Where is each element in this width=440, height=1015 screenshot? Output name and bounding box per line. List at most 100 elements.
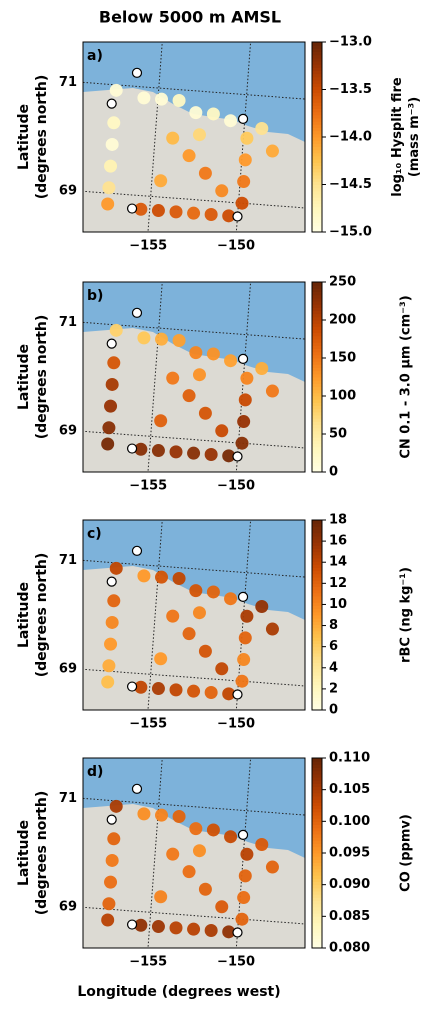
data-point [189,106,202,119]
data-point [106,616,119,629]
data-point [266,861,279,874]
data-point [255,362,268,375]
colorbar-tick-label: 0 [329,703,338,718]
colorbar-segment [312,536,322,540]
colorbar-segment [312,904,322,908]
data-point [183,865,196,878]
colorbar-segment [312,371,322,375]
colorbar-segment [312,764,322,768]
colorbar-segment [312,194,322,198]
data-point [102,181,115,194]
colorbar-tick-label: 16 [329,534,347,549]
data-point [207,107,220,120]
data-point [166,848,179,861]
colorbar-segment [312,863,322,867]
colorbar-segment [312,780,322,784]
colorbar-segment [312,850,322,854]
figure: Below 5000 m AMSL 6971−155−150a)Latitude… [0,0,440,1015]
colorbar-segment [312,894,322,898]
data-point [224,830,237,843]
colorbar-tick-label: 4 [329,660,338,675]
colorbar-segment [312,402,322,406]
data-point [224,354,237,367]
colorbar-segment [312,758,322,762]
y-tick-label: 71 [59,791,77,806]
colorbar-segment [312,593,322,597]
data-point [205,208,218,221]
colorbar-segment [312,213,322,217]
colorbar-segment [312,134,322,138]
data-point [155,809,168,822]
data-point [170,683,183,696]
data-point [110,800,123,813]
colorbar-segment [312,374,322,378]
panel: 6971−155−150c)Latitude(degrees north)024… [16,463,414,767]
colorbar-segment [312,307,322,311]
colorbar-segment [312,621,322,625]
colorbar-segment [312,115,322,119]
data-point [107,116,120,129]
data-point [107,832,120,845]
data-point [183,627,196,640]
data-point [137,91,150,104]
site-marker [132,784,141,793]
data-point [173,334,186,347]
colorbar-segment [312,52,322,56]
colorbar-segment [312,926,322,930]
colorbar-segment [312,83,322,87]
site-marker [107,577,116,586]
data-point [240,132,253,145]
colorbar-segment [312,942,322,946]
x-tick-label: −150 [217,717,255,732]
y-tick-label: 69 [59,661,77,676]
x-tick-label: −150 [217,955,255,970]
colorbar-segment [312,390,322,394]
colorbar-segment [312,615,322,619]
colorbar-segment [312,210,322,214]
colorbar-segment [312,825,322,829]
data-point [106,138,119,151]
colorbar-segment [312,650,322,654]
data-point [205,924,218,937]
y-axis-label: (degrees north) [34,553,50,678]
map [43,0,343,290]
colorbar-segment [312,774,322,778]
colorbar-segment [312,67,322,71]
colorbar-segment [312,45,322,49]
colorbar-label: (mass m⁻³) [407,97,422,177]
data-point [187,685,200,698]
colorbar-segment [312,888,322,892]
colorbar-segment [312,349,322,353]
colorbar-segment [312,285,322,289]
data-point [237,653,250,666]
data-point [239,153,252,166]
colorbar-segment [312,821,322,825]
colorbar-segment [312,55,322,59]
data-point [187,447,200,460]
data-point [154,414,167,427]
site-marker [128,682,137,691]
colorbar-segment [312,406,322,410]
colorbar-segment [312,339,322,343]
colorbar-segment [312,185,322,189]
colorbar-segment [312,545,322,549]
data-point [101,198,114,211]
colorbar-segment [312,191,322,195]
data-point [193,368,206,381]
colorbar-segment [312,777,322,781]
y-tick-label: 71 [59,75,77,90]
colorbar-segment [312,223,322,227]
colorbar-segment [312,564,322,568]
colorbar-segment [312,596,322,600]
x-tick-label: −155 [129,479,167,494]
colorbar-segment [312,875,322,879]
colorbar-tick-label: 0.095 [329,846,370,861]
colorbar-segment [312,806,322,810]
colorbar-segment [312,618,322,622]
data-point [102,421,115,434]
colorbar-segment [312,431,322,435]
data-point [205,448,218,461]
colorbar-segment [312,137,322,141]
colorbar-segment [312,466,322,470]
colorbar-label: log₁₀ Hysplit fire [390,77,405,197]
